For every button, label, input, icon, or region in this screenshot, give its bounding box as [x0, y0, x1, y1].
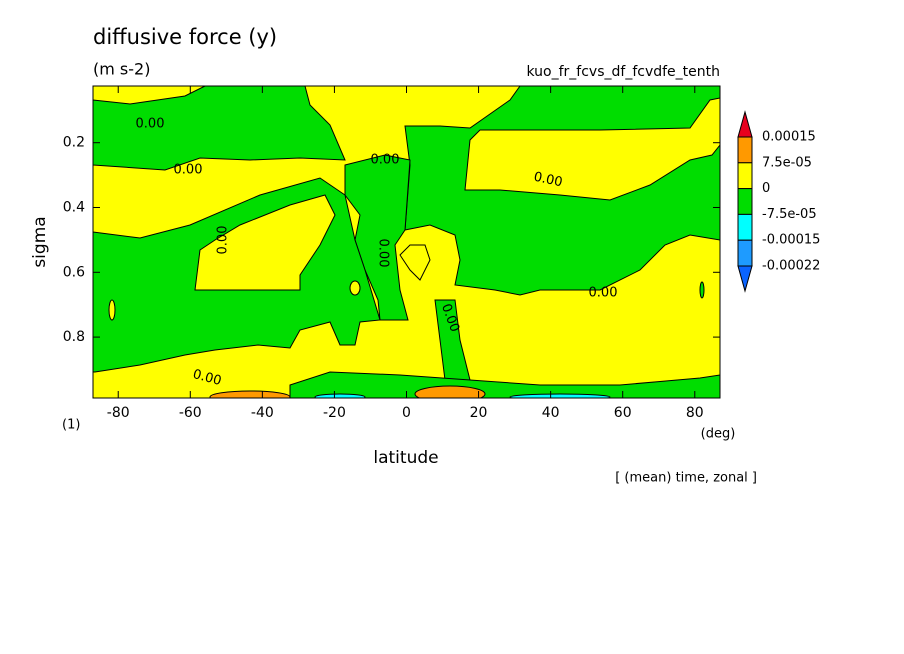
contour-label: 0.00	[371, 153, 400, 168]
colorbar-label: 0	[762, 181, 770, 196]
region	[404, 86, 720, 296]
contour-label: 0.00	[136, 117, 165, 132]
x-tick-label: 40	[542, 405, 560, 421]
x-tick-label: -80	[107, 405, 130, 421]
contour-fill: 0.000.000.000.000.000.000.00 0.000.00	[93, 86, 720, 398]
contour-label: 0.00	[589, 286, 618, 301]
colorbar-label: 0.00015	[762, 130, 816, 145]
region	[399, 244, 431, 281]
contour-label: 0.00	[174, 163, 203, 178]
x-tick-label: -60	[179, 405, 202, 421]
x-tick-label: -40	[251, 405, 274, 421]
region	[509, 393, 611, 398]
contour-label: 0.00	[532, 170, 563, 191]
corner-label: (1)	[62, 418, 80, 433]
variable-name: kuo_fr_fcvs_df_fcvdfe_tenth	[527, 64, 721, 80]
chart-subtitle: (m s-2)	[93, 60, 150, 79]
contour-label: 0.00	[191, 367, 223, 389]
colorbar-box	[737, 188, 753, 215]
x-tick-label: 0	[402, 405, 411, 421]
colorbar-box	[737, 213, 753, 241]
x-tick-label: 20	[470, 405, 488, 421]
y-tick-label: 0.4	[63, 199, 85, 215]
x-tick-label: 80	[686, 405, 704, 421]
x-tick-label: -20	[323, 405, 346, 421]
chart-title: diffusive force (y)	[93, 25, 277, 49]
colorbar-box	[737, 239, 753, 267]
y-tick-label: 0.2	[63, 135, 85, 151]
colorbar-label: -7.5e-05	[762, 207, 817, 222]
x-tick-label: 60	[614, 405, 632, 421]
colorbar-box	[737, 136, 753, 164]
region	[314, 393, 366, 398]
contour-label: 0.00	[216, 226, 231, 255]
region	[289, 371, 720, 398]
x-unit: (deg)	[701, 427, 736, 442]
region	[414, 385, 486, 398]
region	[699, 281, 705, 299]
region	[194, 194, 336, 291]
region	[349, 280, 361, 296]
region	[209, 390, 291, 398]
colorbar-label: -0.00022	[762, 259, 820, 274]
contour-label: 0.00	[376, 239, 391, 268]
colorbar-label: 7.5e-05	[762, 155, 812, 170]
colorbar-triangle	[737, 265, 753, 293]
region	[93, 86, 346, 171]
region	[344, 154, 411, 321]
y-axis-label: sigma	[30, 216, 50, 267]
colorbar-triangle	[737, 110, 753, 138]
colorbar-box	[737, 162, 753, 190]
colorbar-label: -0.00015	[762, 233, 820, 248]
x-axis-label: latitude	[373, 448, 438, 468]
y-tick-label: 0.6	[63, 264, 85, 280]
note: [ (mean) time, zonal ]	[615, 471, 757, 486]
y-tick-label: 0.8	[63, 329, 85, 345]
region	[108, 299, 116, 321]
